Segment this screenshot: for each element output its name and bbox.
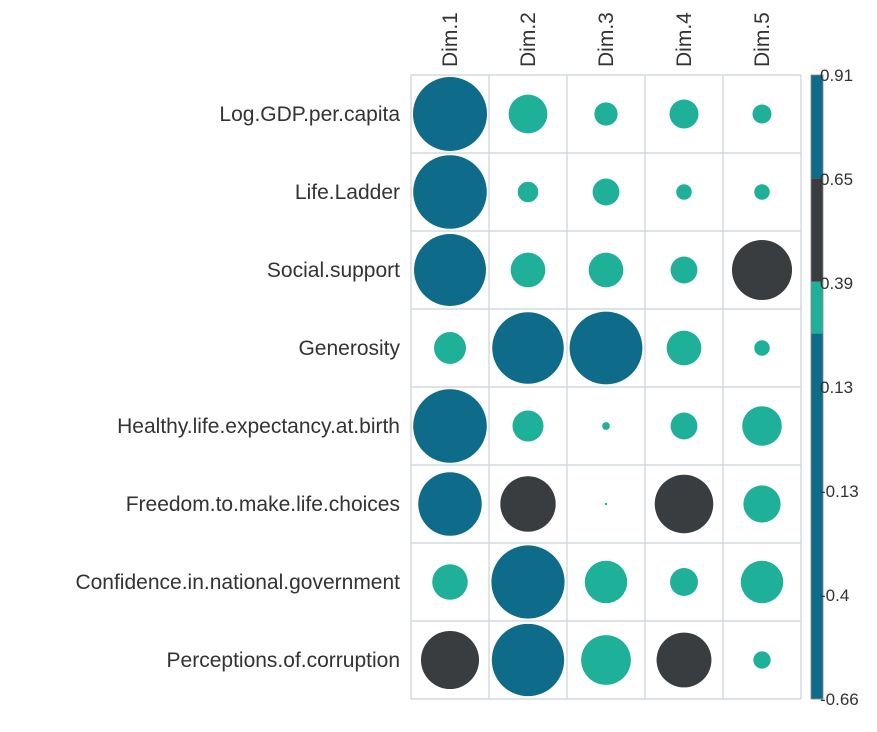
color-bar-tick-label: 0.39 [820, 274, 853, 293]
correlation-circle [602, 422, 610, 430]
color-bar-tick-label: -0.13 [820, 482, 859, 501]
correlation-circle [413, 155, 487, 229]
correlation-circle [414, 234, 486, 306]
column-label: Dim.4 [673, 12, 696, 67]
color-bar-band [811, 281, 823, 334]
row-label: Perceptions.of.corruption [167, 649, 400, 672]
correlation-circle [432, 564, 468, 600]
correlation-circle [512, 410, 544, 442]
correlation-circle [418, 472, 482, 536]
correlation-circle [752, 104, 772, 124]
correlation-circle [743, 485, 781, 523]
correlation-circle [492, 312, 564, 384]
correlation-circle [666, 330, 702, 366]
row-label: Life.Ladder [295, 181, 400, 204]
correlation-circle [588, 252, 624, 288]
correlation-circle [413, 389, 487, 463]
row-label: Social.support [267, 259, 400, 282]
correlation-circle [754, 340, 770, 356]
color-bar-tick-label: 0.13 [820, 378, 853, 397]
correlation-circle [656, 632, 712, 688]
correlation-circle [654, 474, 714, 534]
correlation-circle [604, 502, 608, 506]
correlation-circle [670, 256, 698, 284]
row-label: Freedom.to.make.life.choices [126, 493, 400, 516]
correlation-circle [510, 252, 546, 288]
correlation-circle [740, 560, 784, 604]
row-label: Confidence.in.national.government [75, 571, 400, 594]
color-bar-tick-label: 0.91 [820, 66, 853, 85]
column-label: Dim.2 [517, 12, 540, 67]
color-bar-band [811, 333, 823, 699]
correlation-circle [508, 94, 548, 134]
correlation-circle [581, 635, 631, 685]
color-bar-band [811, 178, 823, 282]
column-label: Dim.1 [439, 12, 462, 67]
correlation-circle [753, 651, 771, 669]
correlation-circle [754, 184, 770, 200]
correlation-circle [742, 406, 782, 446]
correlation-circle [670, 412, 698, 440]
correlation-circle [670, 568, 698, 596]
correlation-circle [669, 99, 699, 129]
row-label: Healthy.life.expectancy.at.birth [117, 415, 400, 438]
correlation-circle [434, 332, 466, 364]
correlation-circle [594, 102, 618, 126]
color-bar-tick-label: -0.66 [820, 690, 859, 709]
correlation-circle [584, 560, 628, 604]
column-label: Dim.3 [595, 12, 618, 67]
color-bar-tick-label: 0.65 [820, 170, 853, 189]
color-bar-border [810, 74, 824, 700]
color-bar-band [811, 75, 823, 179]
row-label: Generosity [298, 337, 400, 360]
correlation-circle [731, 239, 793, 301]
correlation-circle [517, 181, 539, 203]
row-label: Log.GDP.per.capita [219, 103, 400, 126]
correlation-circle [592, 178, 620, 206]
correlation-circle [569, 311, 643, 385]
correlation-circle [491, 545, 565, 619]
color-bar-tick-label: -0.4 [820, 586, 849, 605]
correlation-circle [413, 77, 487, 151]
plot-grid [410, 74, 802, 700]
correlation-circle [500, 476, 556, 532]
correlation-circle [676, 184, 692, 200]
correlation-circle [420, 630, 480, 690]
correlation-circle [491, 623, 565, 697]
color-bar [810, 74, 824, 700]
column-label: Dim.5 [751, 12, 774, 67]
